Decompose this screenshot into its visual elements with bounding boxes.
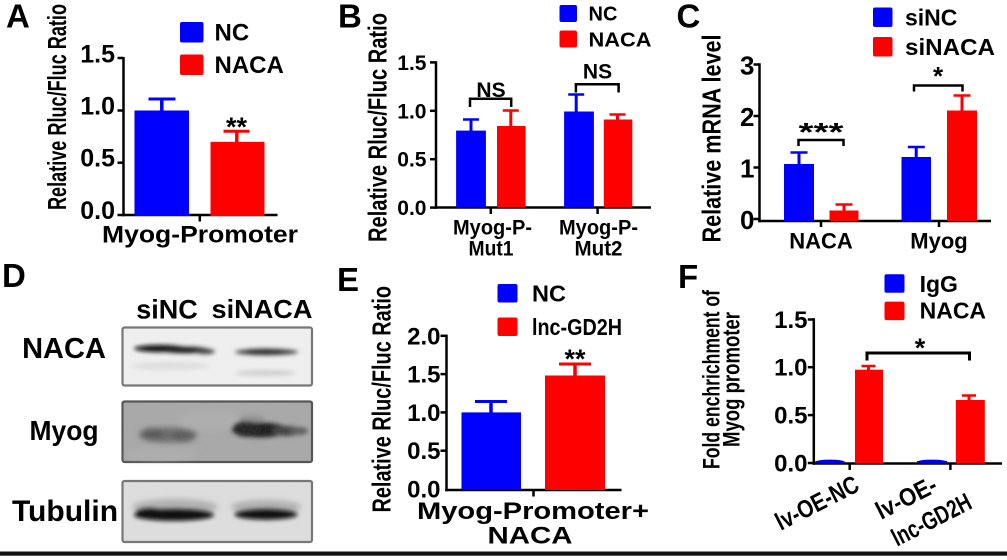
svg-text:0.0: 0.0 xyxy=(407,477,440,504)
svg-text:NS: NS xyxy=(476,79,505,102)
svg-text:NC: NC xyxy=(532,281,566,307)
svg-text:1.0: 1.0 xyxy=(774,355,807,382)
svg-text:NACA: NACA xyxy=(920,298,986,324)
svg-text:siNC: siNC xyxy=(136,295,198,325)
svg-text:1.0: 1.0 xyxy=(407,400,440,427)
svg-text:NACA: NACA xyxy=(22,333,106,365)
svg-text:Myog-Promoter+: Myog-Promoter+ xyxy=(417,498,649,525)
svg-text:**: ** xyxy=(564,344,586,374)
svg-text:0.5: 0.5 xyxy=(407,438,440,465)
svg-text:1.5: 1.5 xyxy=(774,307,807,334)
svg-text:IgG: IgG xyxy=(920,271,958,297)
svg-text:0.5: 0.5 xyxy=(397,149,427,172)
svg-text:Tubulin: Tubulin xyxy=(12,495,118,528)
svg-text:0.5: 0.5 xyxy=(774,403,807,430)
svg-text:Myog promoter: Myog promoter xyxy=(719,312,746,447)
svg-text:0.0: 0.0 xyxy=(80,197,115,225)
svg-text:0: 0 xyxy=(740,205,754,235)
svg-text:Myog-Promoter: Myog-Promoter xyxy=(102,222,298,249)
svg-text:NACA: NACA xyxy=(589,30,652,52)
svg-text:*: * xyxy=(933,61,944,91)
svg-text:Mut1: Mut1 xyxy=(469,238,514,261)
svg-text:Relative mRNA level: Relative mRNA level xyxy=(697,35,727,243)
svg-text:B: B xyxy=(338,0,362,35)
svg-text:Fold enchrichment of: Fold enchrichment of xyxy=(699,289,726,469)
svg-text:Relative Rluc/Fluc Ratio: Relative Rluc/Fluc Ratio xyxy=(42,4,72,210)
svg-text:Relative Rluc/Fluc Ratio: Relative Rluc/Fluc Ratio xyxy=(367,286,397,513)
svg-text:1.0: 1.0 xyxy=(397,100,426,123)
svg-text:NACA: NACA xyxy=(215,52,284,79)
svg-text:1.0: 1.0 xyxy=(80,93,115,121)
svg-text:NACA: NACA xyxy=(789,229,853,254)
svg-text:2: 2 xyxy=(740,102,754,132)
svg-text:siNC: siNC xyxy=(905,5,957,31)
svg-text:*: * xyxy=(915,333,926,363)
svg-text:E: E xyxy=(337,261,359,298)
svg-text:D: D xyxy=(2,257,26,294)
svg-text:Relative Rluc/Fluc Ratio: Relative Rluc/Fluc Ratio xyxy=(363,13,393,242)
svg-text:**: ** xyxy=(226,112,248,142)
svg-text:Mut2: Mut2 xyxy=(575,238,623,261)
svg-text:Myog: Myog xyxy=(30,415,99,446)
svg-text:lnc-GD2H: lnc-GD2H xyxy=(532,314,622,340)
svg-text:NC: NC xyxy=(215,20,250,47)
svg-text:0.0: 0.0 xyxy=(397,197,426,220)
svg-text:siNACA: siNACA xyxy=(212,294,313,324)
svg-text:Myog-P-: Myog-P- xyxy=(453,217,532,240)
svg-text:A: A xyxy=(6,0,30,35)
svg-text:***: *** xyxy=(799,117,845,147)
svg-text:3: 3 xyxy=(740,51,754,81)
svg-text:1.5: 1.5 xyxy=(407,362,440,389)
svg-text:NS: NS xyxy=(583,61,612,84)
svg-text:1.5: 1.5 xyxy=(80,41,115,69)
svg-text:C: C xyxy=(677,0,701,35)
svg-text:1: 1 xyxy=(740,154,754,184)
svg-text:Myog-P-: Myog-P- xyxy=(559,217,638,240)
svg-text:NC: NC xyxy=(589,3,618,25)
svg-text:2.0: 2.0 xyxy=(407,323,440,350)
svg-text:lv-OE-NC: lv-OE-NC xyxy=(771,470,864,536)
svg-text:0.5: 0.5 xyxy=(80,145,115,173)
svg-text:Myog: Myog xyxy=(910,229,967,254)
svg-text:siNACA: siNACA xyxy=(905,34,995,60)
svg-text:0.0: 0.0 xyxy=(774,451,807,478)
svg-text:F: F xyxy=(678,258,698,295)
svg-text:1.5: 1.5 xyxy=(397,52,427,75)
svg-text:NACA: NACA xyxy=(488,523,573,550)
